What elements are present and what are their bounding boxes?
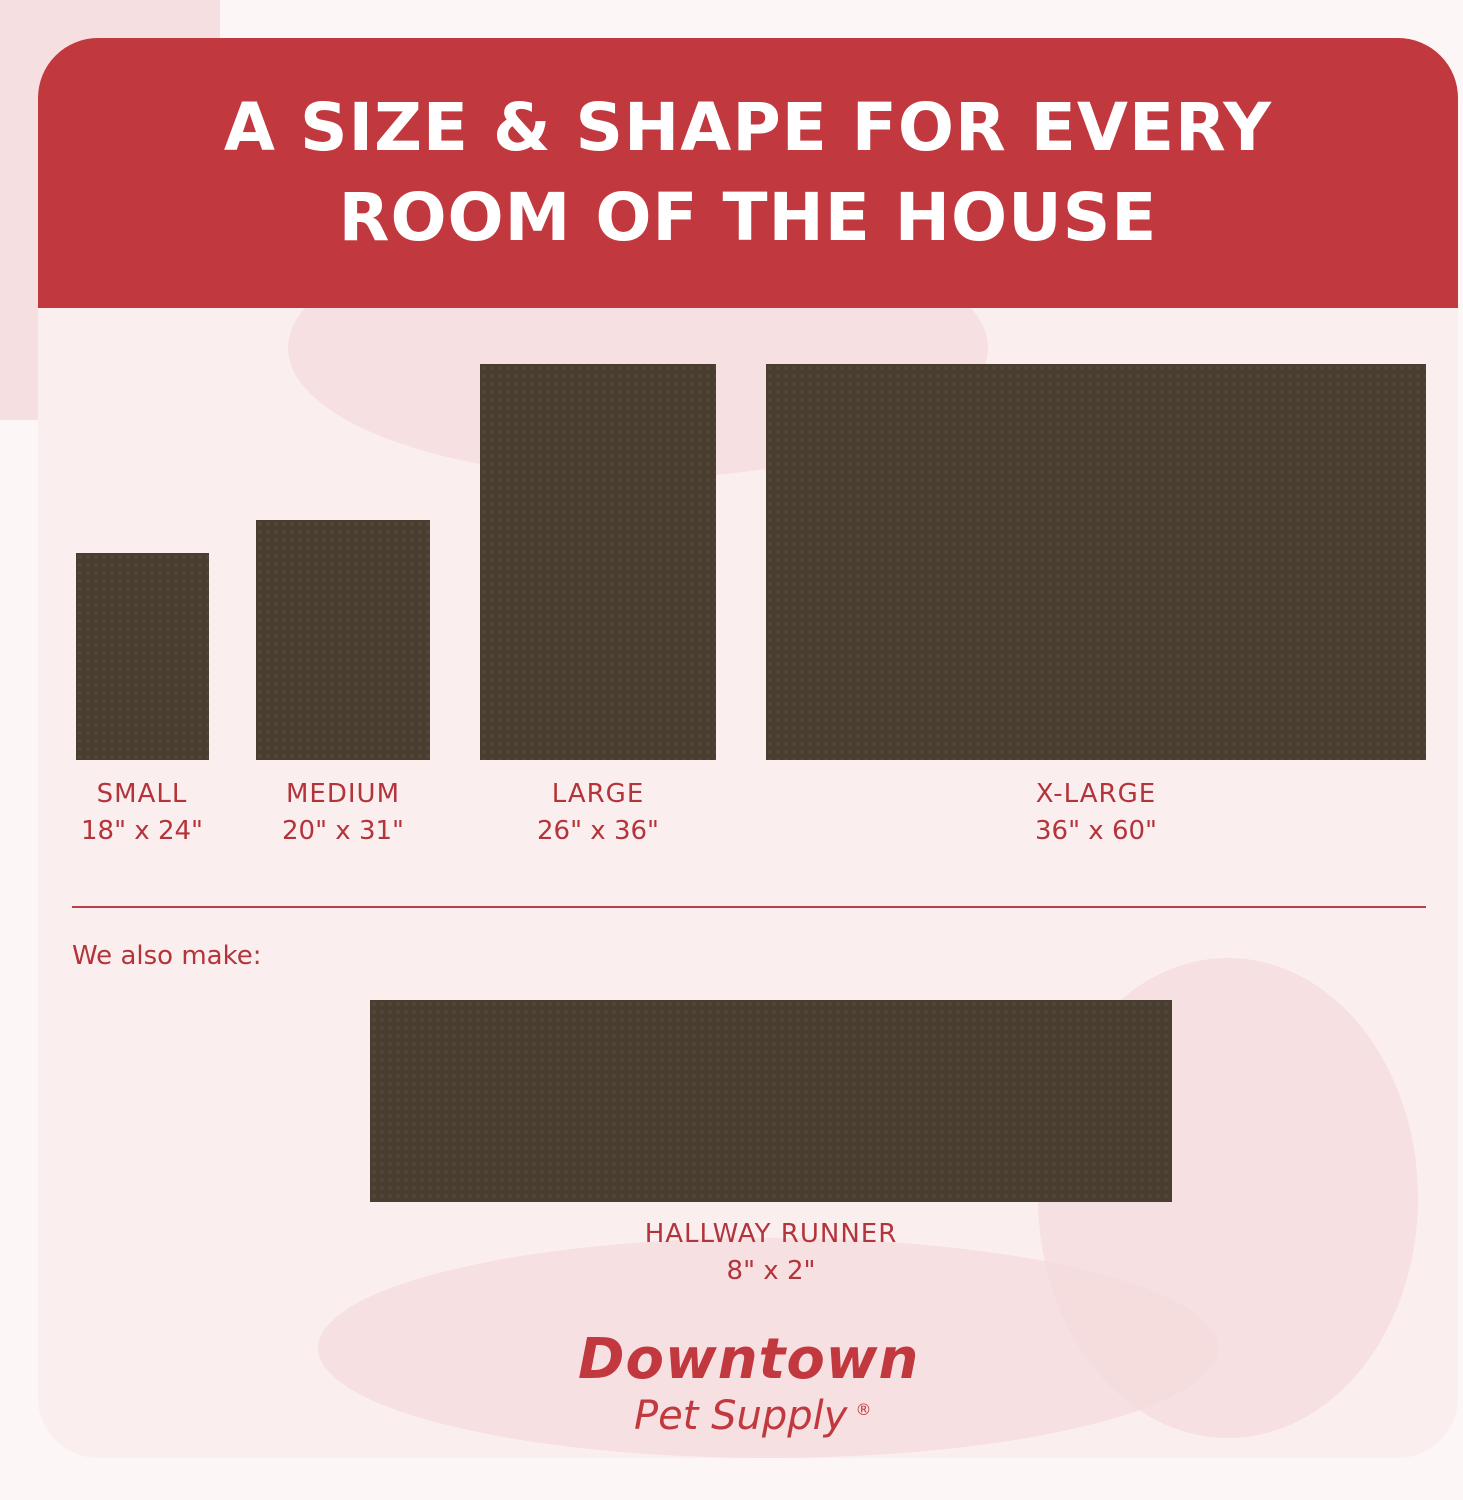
title-line-2: ROOM OF THE HOUSE (338, 179, 1158, 256)
mat-large (480, 364, 716, 760)
size-label-large: LARGE 26" x 36" (488, 778, 708, 847)
size-label-medium: MEDIUM 20" x 31" (248, 778, 438, 847)
size-dims: 8" x 2" (726, 1256, 816, 1286)
registered-mark: ® (855, 1399, 872, 1419)
size-label-x-large: X-LARGE 36" x 60" (946, 778, 1246, 847)
mat-hallway-runner (370, 1000, 1172, 1202)
background-shape (318, 1238, 1218, 1458)
divider (72, 906, 1426, 908)
logo-line-2: Pet Supply (634, 1393, 848, 1439)
mat-x-large (766, 364, 1426, 760)
size-dims: 36" x 60" (1034, 816, 1157, 846)
size-name: MEDIUM (285, 779, 400, 809)
size-label-hallway-runner: HALLWAY RUNNER 8" x 2" (621, 1218, 921, 1287)
size-name: LARGE (551, 779, 645, 809)
infographic-card: A SIZE & SHAPE FOR EVERY ROOM OF THE HOU… (38, 38, 1458, 1458)
size-name: SMALL (96, 779, 188, 809)
size-name: X-LARGE (1035, 779, 1157, 809)
size-name: HALLWAY RUNNER (644, 1219, 898, 1249)
brand-logo: Downtown Pet Supply ® (578, 1328, 919, 1440)
size-dims: 26" x 36" (536, 816, 659, 846)
also-make-label: We also make: (72, 941, 262, 971)
logo-line-1: Downtown (578, 1327, 920, 1392)
title-line-1: A SIZE & SHAPE FOR EVERY (223, 89, 1273, 166)
mat-small (76, 553, 209, 760)
size-dims: 20" x 31" (281, 816, 404, 846)
header-banner: A SIZE & SHAPE FOR EVERY ROOM OF THE HOU… (38, 38, 1458, 308)
size-dims: 18" x 24" (80, 816, 203, 846)
size-label-small: SMALL 18" x 24" (57, 778, 227, 847)
mat-medium (256, 520, 430, 760)
